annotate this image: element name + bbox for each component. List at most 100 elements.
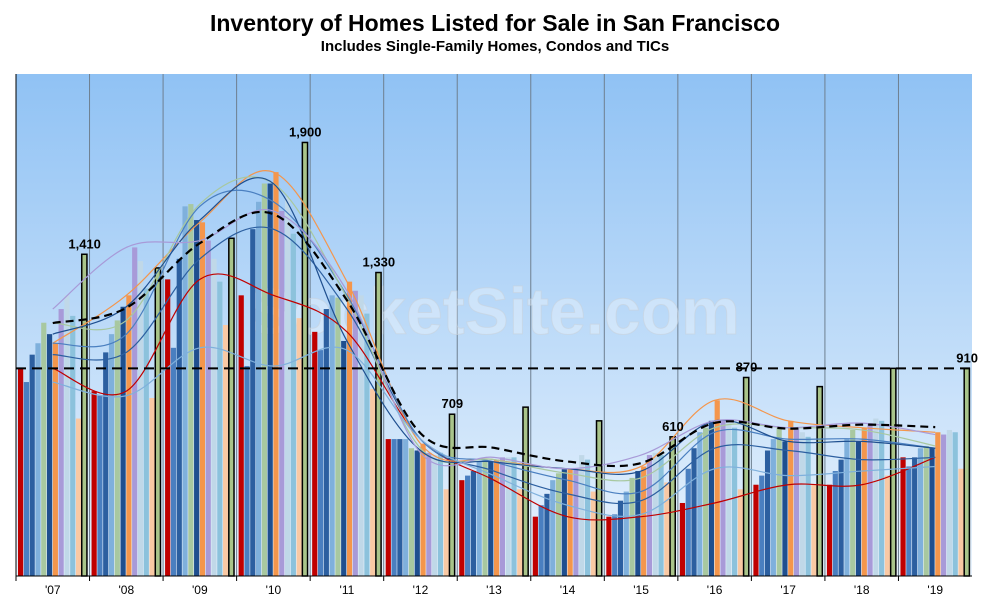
bar [759,475,765,576]
bar [143,288,149,576]
bar [75,418,82,576]
x-tick-label: '07 [45,583,61,597]
bar [658,455,664,576]
bar [52,343,58,576]
bar [132,247,138,576]
highlight-bar [595,420,603,577]
bar [482,459,488,576]
highlight-bar [375,271,382,577]
bar [217,281,223,576]
x-tick-label: '16 [707,583,723,597]
bar [517,489,523,576]
bar [567,468,573,576]
highlight-bar [80,253,88,577]
bar [120,306,126,576]
bar [470,471,477,576]
highlight-bar [448,413,456,577]
bar [70,315,76,576]
data-label: 1,410 [68,236,101,251]
bar [714,400,720,576]
bar [641,466,647,576]
bar [584,459,591,576]
highlight-bar [522,406,529,577]
trend-curve [52,346,936,518]
bar-series [18,141,971,577]
bar [358,295,364,576]
bar [188,204,194,576]
bar [906,466,912,576]
bar [679,502,686,576]
bar [176,258,182,576]
bar [697,432,703,576]
bar [397,439,403,576]
bar [317,350,324,576]
x-tick-label: '13 [486,583,502,597]
bar [114,320,120,576]
bar [312,331,318,576]
bar [623,491,629,576]
chart-title: Inventory of Homes Listed for Sale in Sa… [209,10,781,36]
bar [505,457,511,576]
bar [46,334,53,576]
trend-curves [52,169,936,521]
bar [352,290,358,576]
bar [437,452,444,576]
bar [538,505,544,576]
bar [861,427,867,576]
x-axis-ticks: '07 '08 '09 '10 '11 '12 '13 '14 '15 '16 '17 '18 '19 [15,576,943,597]
bar [279,210,285,576]
bar [170,347,177,576]
bar [788,420,794,576]
bar [476,461,482,576]
bar [273,172,279,577]
x-tick-label: '18 [854,583,870,597]
bar [97,395,103,576]
bar [952,432,958,576]
bar [323,309,329,576]
data-label: 870 [736,359,758,374]
bar [935,432,941,576]
trend-curve [52,177,936,475]
trend-curve-dashed [52,210,936,468]
bar [912,457,918,576]
bar [64,295,70,576]
bar [403,439,409,576]
bar [211,258,217,576]
trend-curve [52,169,936,474]
highlight-bar [742,376,750,577]
bar [879,420,885,576]
bar [844,439,850,576]
bar [426,452,432,576]
bar [414,450,420,576]
bar [488,461,494,576]
bar [205,240,211,576]
bar [555,473,562,576]
bar [544,493,550,576]
bar [408,448,415,576]
trend-curve [52,273,936,521]
bar [91,391,97,576]
bar [261,183,267,576]
x-tick-label: '12 [413,583,429,597]
x-tick-label: '14 [560,583,576,597]
bar [250,229,256,576]
bar [290,233,296,576]
bar [664,482,670,576]
bar [238,295,244,576]
highlight-bar [963,367,971,577]
bar [267,183,273,576]
bar [703,427,709,576]
bar [629,477,635,576]
bar [341,340,347,576]
bar [58,309,64,576]
bar [420,443,426,576]
data-label: 910 [956,350,978,365]
bar [137,261,144,576]
bar [284,197,291,576]
bar [370,388,376,576]
bar [41,322,47,576]
bar [223,325,229,576]
bar [35,343,41,576]
bar [385,439,391,576]
bar [194,220,200,576]
